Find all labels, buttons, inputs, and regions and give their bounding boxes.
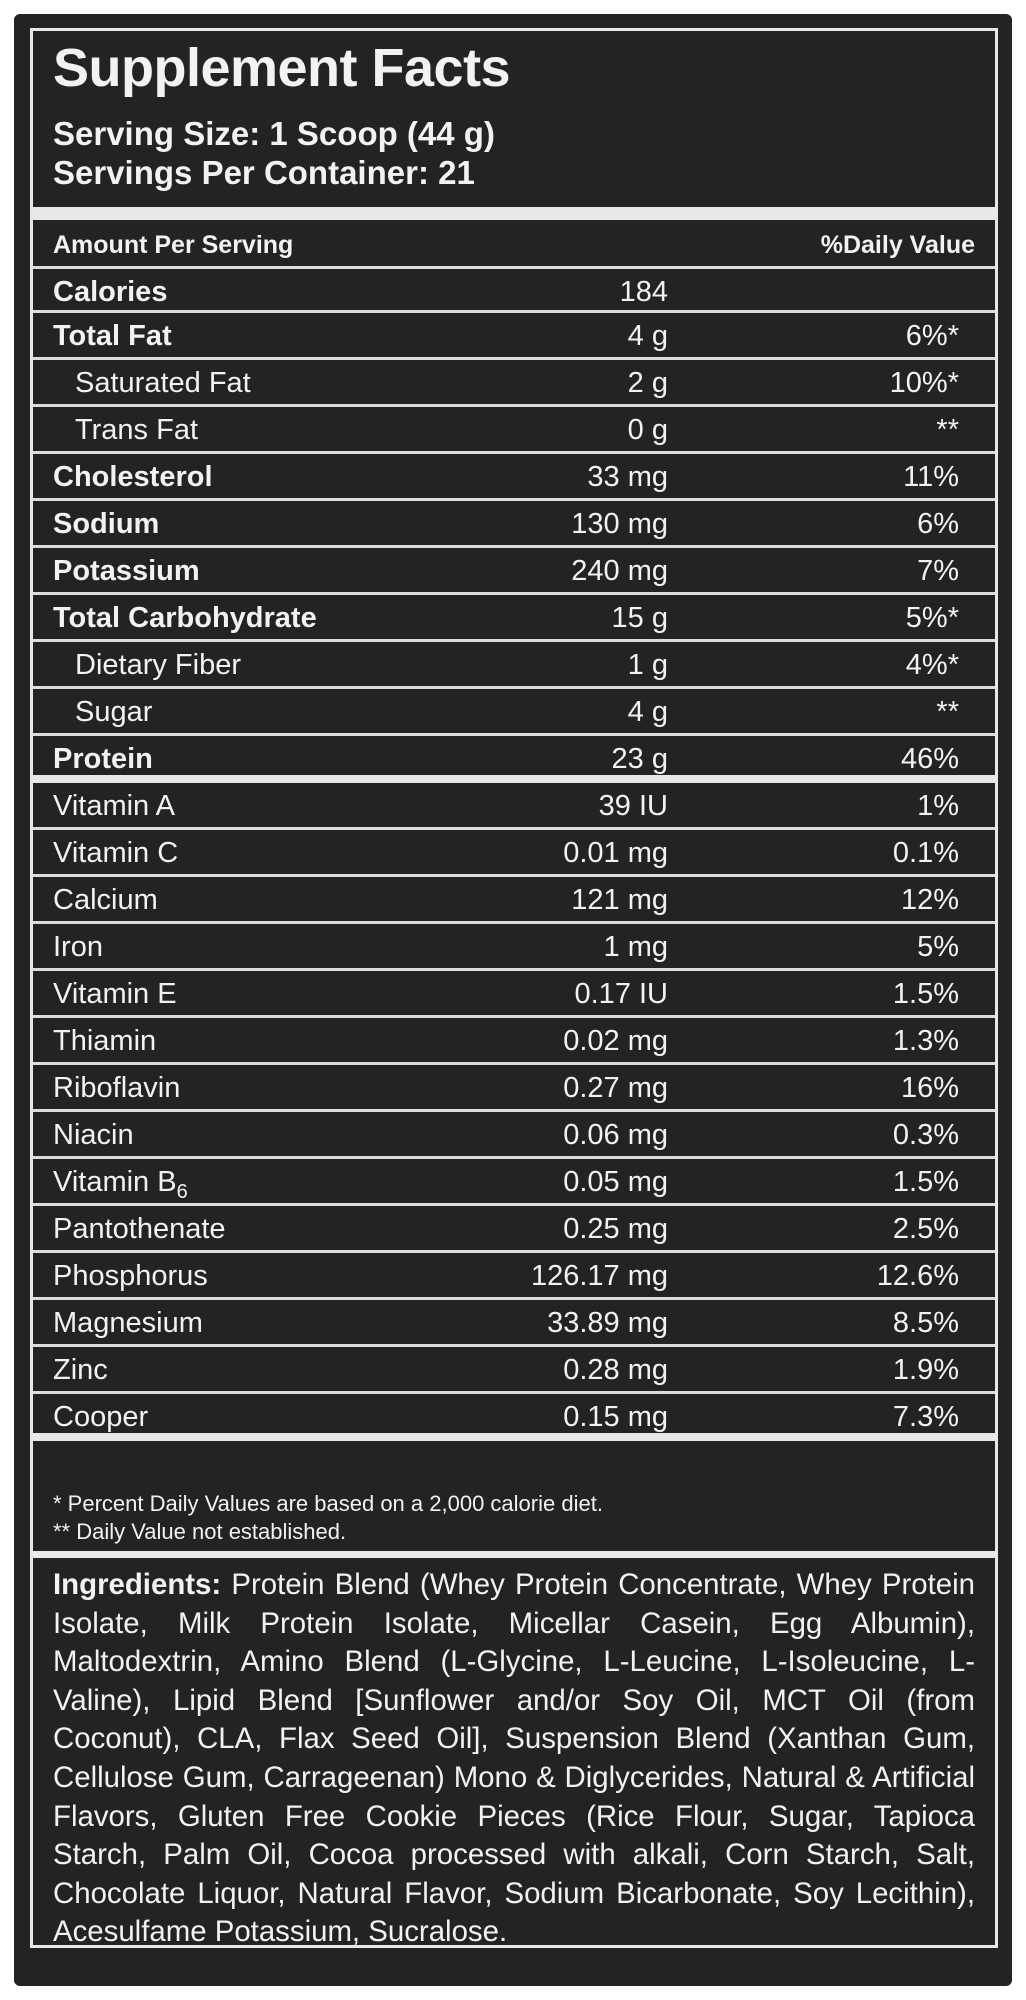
table-row: Potassium 240 mg 7% [33, 548, 995, 595]
table-row: Pantothenate 0.25 mg 2.5% [33, 1206, 995, 1253]
serving-size: Serving Size: 1 Scoop (44 g) [53, 115, 495, 152]
footnote-not-established: ** Daily Value not established. [53, 1519, 347, 1544]
servings-per-container: Servings Per Container: 21 [53, 154, 475, 191]
table-row: Vitamin B6 0.05 mg 1.5% [33, 1159, 995, 1206]
table-row: Phosphorus 126.17 mg 12.6% [33, 1253, 995, 1300]
table-row: Riboflavin 0.27 mg 16% [33, 1065, 995, 1112]
panel-title: Supplement Facts [53, 38, 511, 98]
supplement-facts-panel: Supplement Facts Serving Size: 1 Scoop (… [30, 28, 998, 1948]
table-row: Cholesterol 33 mg 11% [33, 454, 995, 501]
header-divider [33, 207, 995, 220]
table-row: Vitamin A 39 IU 1% [33, 783, 995, 830]
footnote-daily-values: * Percent Daily Values are based on a 2,… [53, 1491, 603, 1516]
table-row: Cooper 0.15 mg 7.3% [33, 1394, 995, 1441]
ingredients-divider [33, 1551, 995, 1558]
table-row: Zinc 0.28 mg 1.9% [33, 1347, 995, 1394]
ingredients-label: Ingredients: [53, 1568, 222, 1601]
table-row: Iron 1 mg 5% [33, 924, 995, 971]
ingredients-text: Protein Blend (Whey Protein Concentrate,… [53, 1568, 975, 1949]
table-row: Protein 23 g 46% [33, 736, 995, 783]
table-row: Thiamin 0.02 mg 1.3% [33, 1018, 995, 1065]
ingredients-statement: Ingredients: Protein Blend (Whey Protein… [53, 1566, 975, 1952]
table-row: Niacin 0.06 mg 0.3% [33, 1112, 995, 1159]
nutrient-table: Calories 184 Total Fat 4 g 6%* Saturated Fa… [33, 266, 995, 1441]
table-row: Sodium 130 mg 6% [33, 501, 995, 548]
table-row: Saturated Fat 2 g 10%* [33, 360, 995, 407]
table-row: Calcium 121 mg 12% [33, 877, 995, 924]
supplement-label: Supplement Facts Serving Size: 1 Scoop (… [14, 14, 1012, 1986]
table-row: Magnesium 33.89 mg 8.5% [33, 1300, 995, 1347]
amount-per-serving-header: Amount Per Serving [53, 231, 294, 259]
table-row: Vitamin E 0.17 IU 1.5% [33, 971, 995, 1018]
table-row: Vitamin C 0.01 mg 0.1% [33, 830, 995, 877]
table-row: Total Fat 4 g 6%* [33, 313, 995, 360]
table-row: Sugar 4 g ** [33, 689, 995, 736]
table-row: Trans Fat 0 g ** [33, 407, 995, 454]
column-header: Amount Per Serving %Daily Value [53, 231, 975, 260]
daily-value-header: %Daily Value [820, 231, 975, 259]
table-row: Calories 184 [33, 266, 995, 313]
table-row: Dietary Fiber 1 g 4%* [33, 642, 995, 689]
table-row: Total Carbohydrate 15 g 5%* [33, 595, 995, 642]
